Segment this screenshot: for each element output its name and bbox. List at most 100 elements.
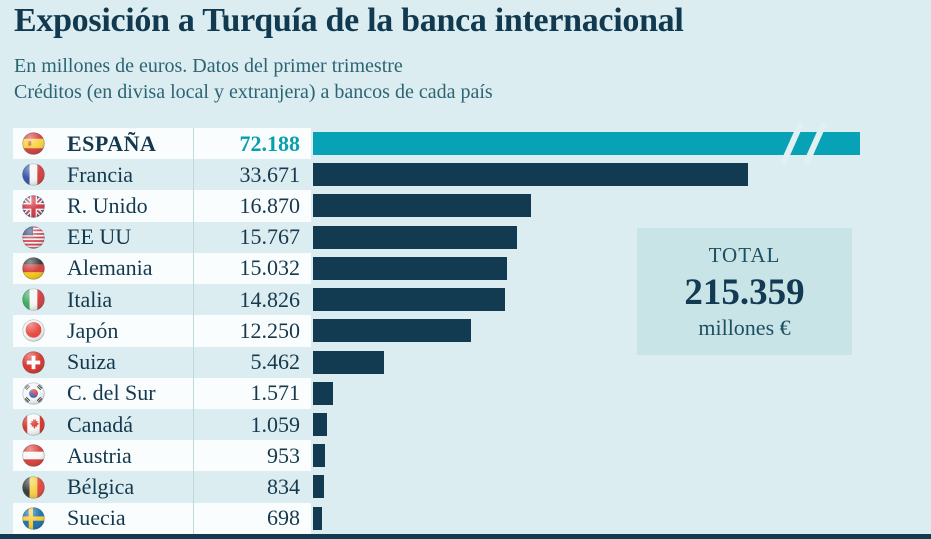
country-value: 15.032 [239,255,301,281]
country-label-cell: Suecia [13,502,193,534]
country-value: 5.462 [250,349,301,375]
bar-area [313,503,931,534]
japan-flag-icon [22,319,45,343]
bar-espana [313,132,860,155]
country-value-cell: 1.571 [193,377,311,409]
bar-c-del-sur [313,381,333,405]
country-value-cell: 834 [193,471,311,503]
france-flag-icon [22,163,45,186]
total-unit: millones € [698,315,791,340]
country-name: Suiza [67,349,116,375]
bar-chart: ESPAÑA 72.188 Francia 33.671 R. Unido 16.870 E… [13,121,931,534]
country-name: Suecia [67,505,126,531]
country-value-cell: 72.188 [193,128,311,160]
country-value-cell: 33.671 [193,159,311,191]
country-name: R. Unido [67,193,148,219]
country-label-cell: Alemania [13,252,193,285]
country-row-belgica: Bélgica 834 [13,471,931,503]
country-row-italia: Italia 14.826 [13,284,931,316]
usa-flag-icon [22,226,45,249]
country-label-cell: ESPAÑA [13,128,193,160]
country-name: Austria [67,442,132,468]
country-row-suecia: Suecia 698 [13,502,931,534]
country-row-japon: Japón 12.250 [13,315,931,347]
chart-subtitle-scope: Créditos (en divisa local y extranjera) … [14,81,493,103]
austria-flag-icon [22,444,45,467]
total-value: 215.359 [684,272,805,313]
country-value-cell: 12.250 [193,315,311,347]
country-value-cell: 698 [193,502,311,534]
bar-austria [313,444,325,468]
united-kingdom-flag-icon [22,194,45,218]
country-label-cell: Japón [13,315,193,347]
country-value: 834 [267,474,300,500]
chart-title: Exposición a Turquía de la banca interna… [14,2,684,39]
country-label-cell: Canadá [13,409,193,440]
country-label-cell: Francia [13,159,193,190]
bar-area [313,222,931,253]
country-value: 1.059 [250,411,301,437]
bar-italia [313,288,505,312]
country-name: ESPAÑA [67,130,157,156]
country-row-c-del-sur: C. del Sur 1.571 [13,377,931,409]
chart-subtitle-units: En millones de euros. Datos del primer t… [14,55,403,77]
country-value: 14.826 [239,286,301,312]
country-value: 72.188 [239,130,301,156]
italy-flag-icon [22,288,45,311]
country-value-cell: 15.032 [193,252,311,285]
bar-area [313,284,931,315]
country-name: Japón [67,317,119,343]
country-row-ee-uu: EE UU 15.767 [13,221,931,253]
country-row-r-unido: R. Unido 16.870 [13,190,931,222]
country-name: Italia [67,286,113,312]
bar-area [313,440,931,471]
country-name: Bélgica [67,474,135,500]
bar-alemania [313,256,507,280]
country-value-cell: 953 [193,440,311,472]
bar-canada [313,412,327,436]
country-label-cell: R. Unido [13,190,193,222]
country-row-alemania: Alemania 15.032 [13,252,931,285]
country-value-cell: 14.826 [193,284,311,316]
country-label-cell: EE UU [13,222,193,253]
bar-area [313,253,931,284]
country-value: 16.870 [239,193,301,219]
bar-francia [313,163,748,187]
country-row-espana: ESPAÑA 72.188 [13,121,931,166]
country-value: 33.671 [239,161,301,187]
bar-area [313,378,931,409]
country-value-cell: 15.767 [193,221,311,253]
bar-suiza [313,350,384,374]
country-name: Canadá [67,411,133,437]
country-value-cell: 1.059 [193,408,311,441]
country-label-cell: Bélgica [13,471,193,502]
country-label-cell: Austria [13,440,193,472]
spain-flag-icon [22,132,45,155]
country-name: EE UU [67,224,132,250]
country-value: 1.571 [250,380,301,406]
bar-r-unido [313,194,531,218]
bar-area [313,190,931,221]
bottom-strip [0,534,931,539]
bar-area [313,471,931,502]
country-row-austria: Austria 953 [13,440,931,472]
switzerland-flag-icon [22,351,45,374]
south-korea-flag-icon [22,382,45,405]
country-row-canada: Canadá 1.059 [13,408,931,441]
bar-japon [313,319,471,343]
bar-belgica [313,475,324,499]
bar-area [313,409,931,440]
country-row-francia: Francia 33.671 [13,159,931,191]
total-label: TOTAL [708,243,781,267]
country-label-cell: Suiza [13,347,193,378]
country-row-suiza: Suiza 5.462 [13,346,931,378]
germany-flag-icon [22,257,45,280]
country-value: 698 [267,505,300,531]
country-value: 12.250 [239,317,301,343]
country-value-cell: 16.870 [193,190,311,222]
belgium-flag-icon [22,475,45,499]
bar-area [313,315,931,346]
country-label-cell: C. del Sur [13,377,193,409]
country-value: 953 [267,442,300,468]
